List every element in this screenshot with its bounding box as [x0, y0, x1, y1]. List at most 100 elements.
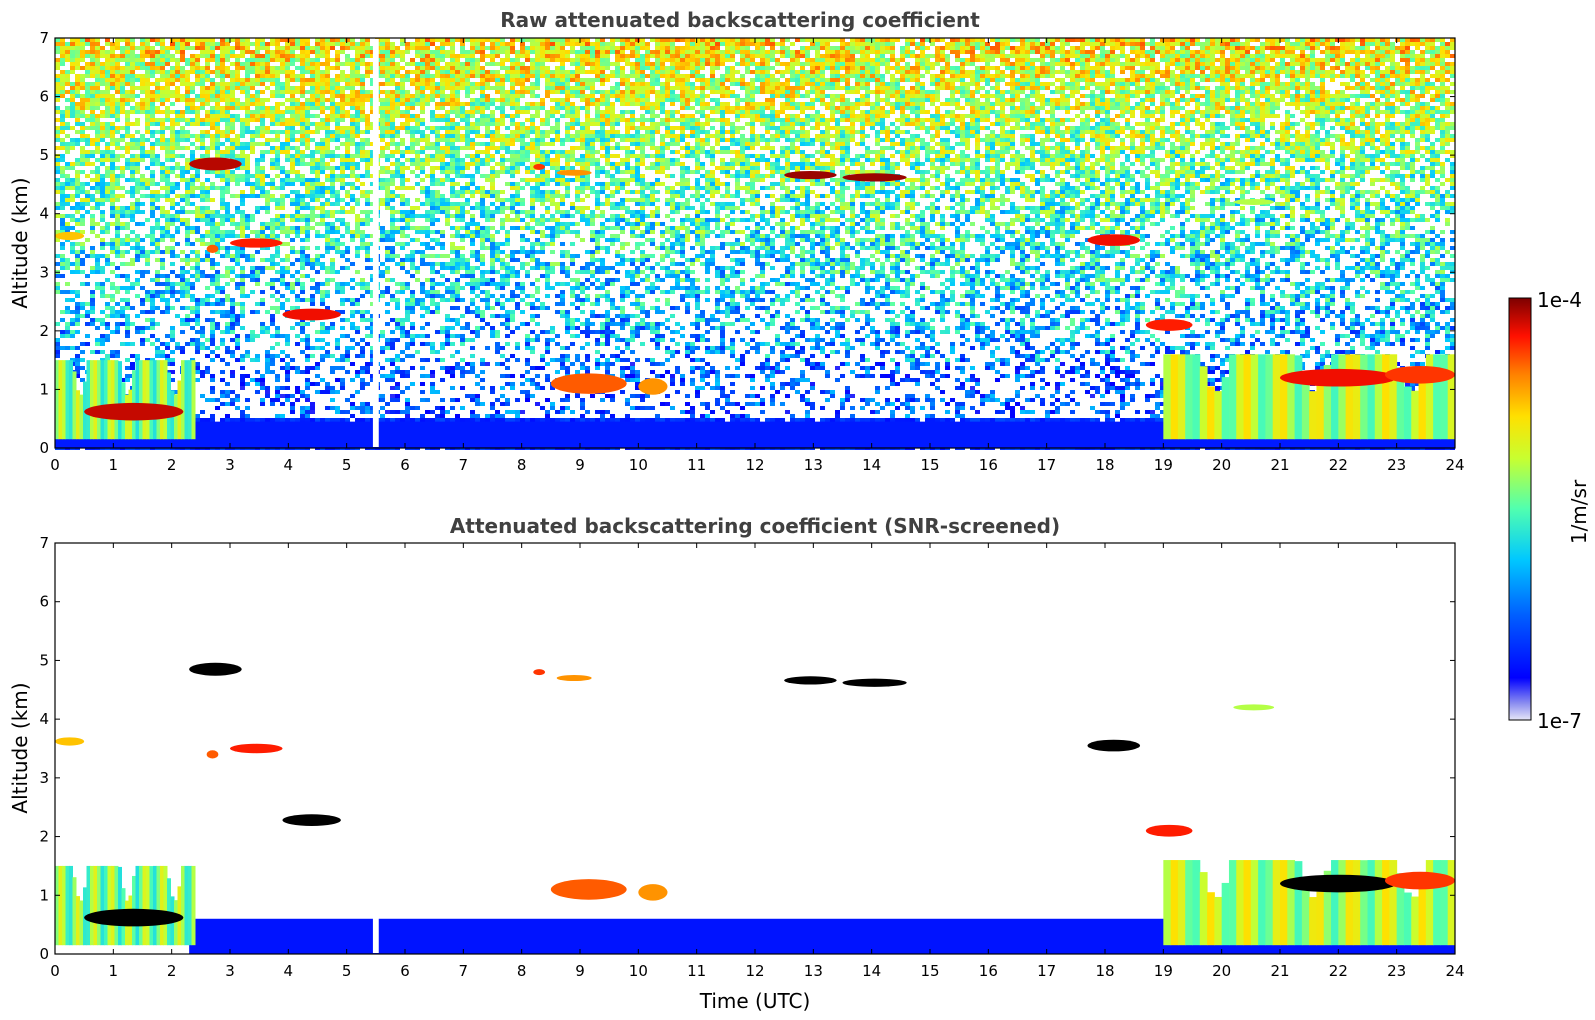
- signal-cell: [1035, 94, 1040, 98]
- signal-cell: [865, 86, 870, 90]
- signal-cell: [1350, 118, 1355, 122]
- signal-cell: [335, 90, 340, 94]
- signal-cell: [765, 74, 770, 78]
- signal-cell: [420, 42, 425, 46]
- signal-cell: [635, 118, 640, 122]
- signal-cell: [1405, 118, 1410, 122]
- signal-cell: [940, 70, 945, 74]
- signal-cell: [1165, 78, 1170, 82]
- signal-cell: [225, 70, 230, 74]
- signal-cell: [985, 118, 990, 122]
- signal-cell: [180, 82, 185, 86]
- signal-cell: [575, 54, 580, 58]
- signal-cell: [790, 90, 795, 94]
- signal-cell: [1045, 110, 1050, 114]
- signal-cell: [145, 94, 150, 98]
- signal-cell: [410, 62, 415, 66]
- signal-cell: [210, 94, 215, 98]
- signal-cell: [390, 82, 395, 86]
- signal-cell: [1190, 78, 1195, 82]
- signal-cell: [935, 78, 940, 82]
- signal-cell: [385, 42, 390, 46]
- signal-cell: [425, 58, 430, 62]
- signal-cell: [105, 94, 110, 98]
- signal-cell: [770, 114, 775, 118]
- signal-cell: [285, 86, 290, 90]
- signal-cell: [155, 86, 160, 90]
- signal-cell: [1215, 46, 1220, 50]
- signal-cell: [445, 62, 450, 66]
- signal-cell: [1210, 90, 1215, 94]
- signal-cell: [1140, 46, 1145, 50]
- signal-cell: [710, 58, 715, 62]
- signal-cell: [320, 118, 325, 122]
- signal-cell: [1140, 106, 1145, 110]
- signal-cell: [955, 102, 960, 106]
- signal-cell: [1235, 122, 1240, 126]
- signal-cell: [430, 50, 435, 54]
- signal-cell: [1245, 50, 1250, 54]
- signal-cell: [670, 42, 675, 46]
- signal-cell: [330, 118, 335, 122]
- signal-cell: [830, 70, 835, 74]
- signal-cell: [1135, 46, 1140, 50]
- signal-cell: [565, 106, 570, 110]
- signal-cell: [530, 42, 535, 46]
- signal-cell: [260, 58, 265, 62]
- signal-cell: [915, 98, 920, 102]
- signal-cell: [1170, 102, 1175, 106]
- signal-cell: [180, 70, 185, 74]
- signal-cell: [290, 118, 295, 122]
- signal-cell: [450, 62, 455, 66]
- signal-cell: [745, 106, 750, 110]
- signal-cell: [1360, 42, 1365, 46]
- signal-cell: [70, 82, 75, 86]
- signal-cell: [90, 106, 95, 110]
- signal-cell: [615, 118, 620, 122]
- signal-cell: [1125, 82, 1130, 86]
- signal-cell: [1150, 98, 1155, 102]
- signal-cell: [430, 82, 435, 86]
- signal-cell: [615, 58, 620, 62]
- signal-cell: [655, 78, 660, 82]
- signal-cell: [1115, 114, 1120, 118]
- signal-cell: [365, 54, 370, 58]
- signal-cell: [515, 82, 520, 86]
- signal-cell: [515, 102, 520, 106]
- signal-cell: [460, 46, 465, 50]
- signal-cell: [1425, 42, 1430, 46]
- signal-cell: [1300, 102, 1305, 106]
- signal-cell: [1265, 42, 1270, 46]
- signal-cell: [285, 42, 290, 46]
- signal-cell: [650, 54, 655, 58]
- signal-cell: [340, 110, 345, 114]
- signal-cell: [260, 78, 265, 82]
- signal-cell: [535, 58, 540, 62]
- signal-cell: [1360, 86, 1365, 90]
- signal-cell: [615, 50, 620, 54]
- signal-cell: [465, 94, 470, 98]
- signal-cell: [985, 50, 990, 54]
- signal-cell: [1125, 86, 1130, 90]
- signal-cell: [1130, 114, 1135, 118]
- signal-cell: [1035, 114, 1040, 118]
- signal-cell: [1190, 62, 1195, 66]
- signal-cell: [115, 62, 120, 66]
- signal-cell: [250, 70, 255, 74]
- signal-cell: [1325, 106, 1330, 110]
- signal-cell: [720, 82, 725, 86]
- signal-cell: [1325, 90, 1330, 94]
- signal-cell: [435, 66, 440, 70]
- signal-cell: [975, 90, 980, 94]
- signal-cell: [115, 86, 120, 90]
- signal-cell: [715, 42, 720, 46]
- signal-cell: [1085, 94, 1090, 98]
- signal-cell: [405, 50, 410, 54]
- signal-cell: [605, 66, 610, 70]
- signal-cell: [1170, 50, 1175, 54]
- signal-cell: [1360, 94, 1365, 98]
- signal-cell: [1140, 70, 1145, 74]
- signal-cell: [1255, 90, 1260, 94]
- signal-cell: [95, 66, 100, 70]
- signal-cell: [1185, 82, 1190, 86]
